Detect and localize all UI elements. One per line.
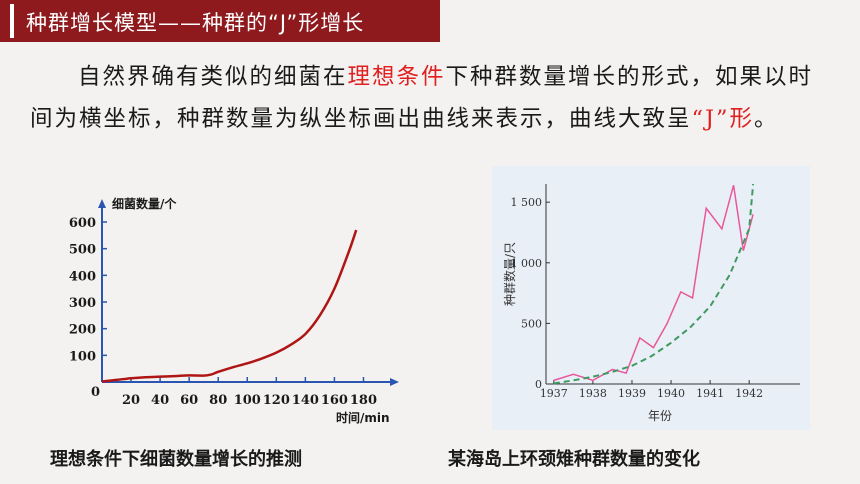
paragraph-text-1: 自然界确有类似的细菌在 [78, 64, 348, 90]
intro-paragraph: 自然界确有类似的细菌在理想条件下种群数量增长的形式，如果以时间为横坐标，种群数量… [30, 56, 820, 140]
right-x-tick-label: 1940 [657, 387, 685, 400]
left-chart-ticks: 20 40 60 80 100 120 140 160 18010020030040050060… [69, 216, 377, 408]
left-x-tick-label: 40 [151, 393, 169, 408]
right-chart-background [492, 166, 810, 430]
left-x-tick-label: 80 [209, 393, 227, 408]
left-y-axis-arrow [98, 199, 106, 208]
left-chart-series [101, 229, 358, 383]
right-y-tick-label: 500 [521, 317, 542, 330]
title-bar: 种群增长模型——种群的“J”形增长 [0, 0, 440, 42]
left-x-tick-label: 20 [122, 393, 140, 408]
right-x-tick-label: 1938 [579, 387, 607, 400]
left-x-tick-label: 100 [234, 393, 261, 408]
right-x-axis-label: 年份 [648, 409, 672, 423]
left-x-axis-label: 时间/min [336, 410, 390, 425]
right-y-tick-label: 0 [535, 378, 542, 391]
right-chart-series [553, 183, 755, 385]
paragraph-text-2: 下种群数量增长的形式，如果以时间为横坐标，种群数量为纵坐标画出曲线来表示，曲线大… [30, 64, 814, 132]
left-x-tick-label: 180 [350, 393, 377, 408]
left-chart-caption: 理想条件下细菌数量增长的推测 [50, 449, 302, 470]
right-x-tick-label: 1937 [540, 387, 568, 400]
left-y-tick-label: 100 [69, 349, 96, 364]
left-y-tick-label: 600 [69, 216, 96, 231]
left-x-tick-label: 120 [263, 393, 290, 408]
highlight-ideal-conditions: 理想条件 [347, 64, 446, 90]
left-y-axis-label: 细菌数量/个 [112, 196, 177, 211]
right-x-tick-label: 1942 [735, 387, 763, 400]
right-chart-axes [545, 184, 800, 385]
right-chart-ticks: 1937 1938 1939 1940 1941 1942 0 500 1 000 1 500 [511, 196, 764, 400]
right-x-tick-label: 1939 [618, 387, 646, 400]
right-x-tick-label: 1941 [696, 387, 724, 400]
left-x-tick-label: 60 [180, 393, 198, 408]
bacteria-growth-curve [101, 229, 358, 383]
paragraph-text-3: 。 [754, 106, 779, 132]
left-origin-label: 0 [91, 385, 100, 400]
observed-population-line [553, 185, 754, 382]
slide-title: 种群增长模型——种群的“J”形增长 [26, 11, 365, 35]
left-x-tick-label: 160 [321, 393, 348, 408]
left-y-tick-label: 500 [69, 243, 96, 258]
right-y-tick-label: 1 500 [511, 196, 543, 209]
left-x-axis-arrow [390, 378, 399, 386]
left-y-tick-label: 300 [69, 296, 96, 311]
title-accent-bar [10, 4, 14, 38]
right-y-tick-label: 1 000 [511, 257, 543, 270]
left-x-tick-label: 140 [292, 393, 319, 408]
right-chart-caption: 某海岛上环颈雉种群数量的变化 [448, 449, 700, 470]
left-y-tick-label: 200 [69, 323, 96, 338]
highlight-j-shape: “J”形 [691, 106, 755, 132]
model-dashed-curve [553, 183, 755, 385]
left-y-tick-label: 400 [69, 269, 96, 284]
right-y-axis-label: 种群数量/只 [502, 242, 517, 306]
